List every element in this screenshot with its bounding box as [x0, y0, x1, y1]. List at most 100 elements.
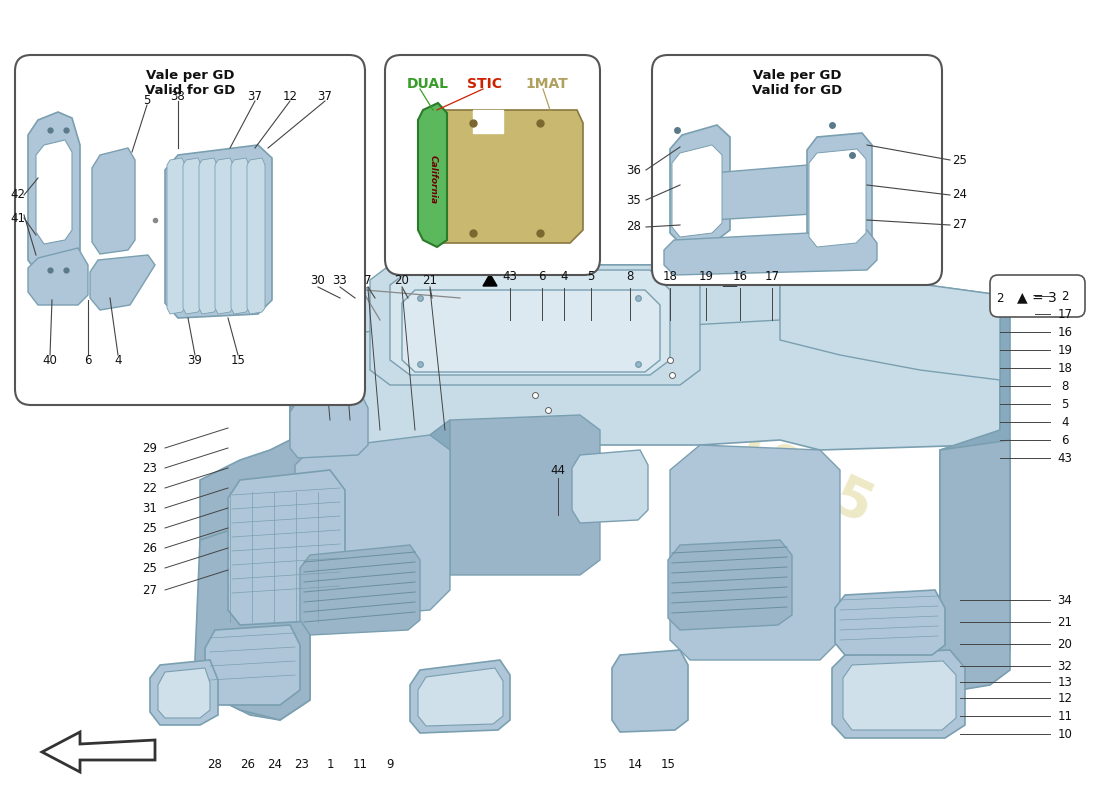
Text: 13: 13: [1057, 675, 1072, 689]
Text: 20: 20: [395, 274, 409, 286]
Text: 23: 23: [143, 462, 157, 474]
Polygon shape: [808, 149, 866, 247]
Text: 25: 25: [143, 562, 157, 574]
Text: 8: 8: [1062, 379, 1069, 393]
Polygon shape: [723, 274, 737, 286]
Text: 34: 34: [1057, 594, 1072, 606]
Text: 39: 39: [188, 354, 202, 366]
Text: 37: 37: [318, 90, 332, 102]
Text: DUAL: DUAL: [407, 77, 449, 91]
Polygon shape: [418, 103, 447, 247]
Text: 24: 24: [953, 189, 968, 202]
Text: 43: 43: [503, 270, 517, 283]
Text: 32: 32: [1057, 659, 1072, 673]
Text: speedoparts.com: speedoparts.com: [512, 293, 689, 407]
Polygon shape: [940, 440, 1010, 690]
Text: 15: 15: [231, 354, 245, 366]
Text: 19: 19: [698, 270, 714, 283]
Polygon shape: [668, 540, 792, 630]
Text: 6: 6: [538, 270, 546, 283]
Text: 38: 38: [170, 90, 186, 102]
Text: 6: 6: [1062, 434, 1069, 446]
Text: 4: 4: [114, 354, 122, 366]
Text: 22: 22: [143, 482, 157, 494]
Text: 29: 29: [143, 442, 157, 454]
Polygon shape: [410, 660, 510, 733]
Text: 37: 37: [248, 90, 263, 102]
Text: 5: 5: [587, 270, 595, 283]
Text: 10: 10: [1057, 727, 1072, 741]
Polygon shape: [300, 545, 420, 635]
Text: 27: 27: [143, 583, 157, 597]
Text: 4: 4: [1062, 415, 1069, 429]
Polygon shape: [430, 415, 600, 575]
Polygon shape: [390, 270, 670, 375]
Text: 26: 26: [241, 758, 255, 771]
Polygon shape: [572, 450, 648, 523]
Polygon shape: [183, 158, 201, 314]
Polygon shape: [430, 420, 450, 575]
Polygon shape: [167, 158, 185, 314]
Polygon shape: [36, 140, 72, 244]
Text: 4: 4: [560, 270, 568, 283]
Text: 1: 1: [327, 758, 333, 771]
Text: 28: 28: [627, 221, 641, 234]
FancyBboxPatch shape: [652, 55, 942, 285]
Text: 17: 17: [1057, 307, 1072, 321]
Text: 23: 23: [295, 758, 309, 771]
Text: 40: 40: [43, 354, 57, 366]
Polygon shape: [195, 510, 310, 720]
Text: 41: 41: [11, 211, 25, 225]
Text: 5: 5: [143, 94, 151, 106]
Text: 33: 33: [332, 274, 348, 286]
Text: Vale per GD
Valid for GD: Vale per GD Valid for GD: [145, 69, 235, 97]
Polygon shape: [199, 158, 217, 314]
Polygon shape: [670, 445, 840, 660]
Text: 7: 7: [364, 274, 372, 286]
Text: 16: 16: [733, 270, 748, 283]
Text: 1985: 1985: [718, 423, 881, 537]
Polygon shape: [150, 660, 218, 725]
FancyBboxPatch shape: [15, 55, 365, 405]
Polygon shape: [418, 668, 503, 726]
Polygon shape: [473, 110, 503, 133]
Polygon shape: [672, 145, 722, 237]
Text: 2: 2: [1062, 290, 1069, 302]
Text: 27: 27: [953, 218, 968, 231]
Text: 11: 11: [352, 758, 367, 771]
Polygon shape: [835, 590, 945, 655]
Polygon shape: [42, 732, 155, 772]
Polygon shape: [704, 163, 840, 220]
Polygon shape: [940, 295, 1010, 680]
Text: STIC: STIC: [468, 77, 502, 91]
Polygon shape: [432, 110, 583, 243]
Text: 44: 44: [550, 463, 565, 477]
Text: 8: 8: [626, 270, 634, 283]
Polygon shape: [231, 158, 249, 314]
Text: 21: 21: [422, 274, 438, 286]
Polygon shape: [228, 470, 345, 625]
Text: 25: 25: [143, 522, 157, 534]
Polygon shape: [165, 145, 272, 318]
Text: 6: 6: [85, 354, 91, 366]
Polygon shape: [28, 248, 88, 305]
Text: 2: 2: [997, 291, 1003, 305]
Text: 26: 26: [143, 542, 157, 554]
Text: 42: 42: [11, 189, 25, 202]
Text: 24: 24: [267, 758, 283, 771]
Polygon shape: [290, 295, 310, 450]
Text: 9: 9: [386, 758, 394, 771]
Polygon shape: [612, 650, 688, 732]
Text: 11: 11: [1057, 710, 1072, 722]
Polygon shape: [200, 440, 310, 720]
Text: 20: 20: [1057, 638, 1072, 650]
Text: 25: 25: [953, 154, 967, 166]
Polygon shape: [843, 661, 956, 730]
Text: 17: 17: [764, 270, 780, 283]
Text: speedoparts
since: speedoparts since: [652, 326, 847, 474]
Text: 1MAT: 1MAT: [525, 77, 568, 91]
Polygon shape: [214, 158, 233, 314]
Text: Vale per GD
Valid for GD: Vale per GD Valid for GD: [752, 69, 843, 97]
Text: California: California: [429, 155, 438, 205]
Polygon shape: [90, 255, 155, 310]
